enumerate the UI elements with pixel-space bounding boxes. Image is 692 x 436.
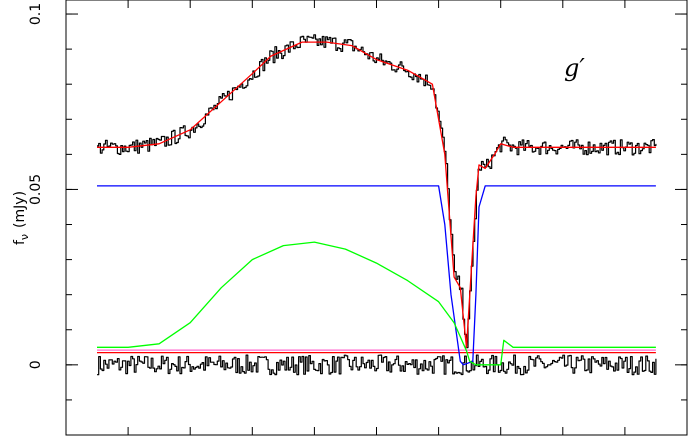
axis-ticks [66, 0, 687, 436]
y-axis-label-main: f [12, 239, 28, 245]
series-primary [97, 185, 656, 366]
y-tick-label: 0.05 [28, 174, 44, 205]
y-axis-label-sub: ν [18, 234, 31, 240]
series-residuals [97, 354, 657, 376]
y-tick-label: 0 [28, 360, 44, 369]
series-secondary [97, 241, 656, 366]
tick-labels: 0 0.05 0.1 [28, 3, 44, 369]
series-layer [97, 34, 657, 376]
y-tick-label: 0.1 [28, 3, 44, 25]
series-model [97, 41, 656, 348]
y-axis-label-unit: (mJy) [12, 191, 28, 228]
y-axis-label: fν (mJy) [12, 191, 31, 245]
y-axis-label-text: fν (mJy) [12, 191, 31, 245]
band-label: g′ [564, 54, 585, 82]
